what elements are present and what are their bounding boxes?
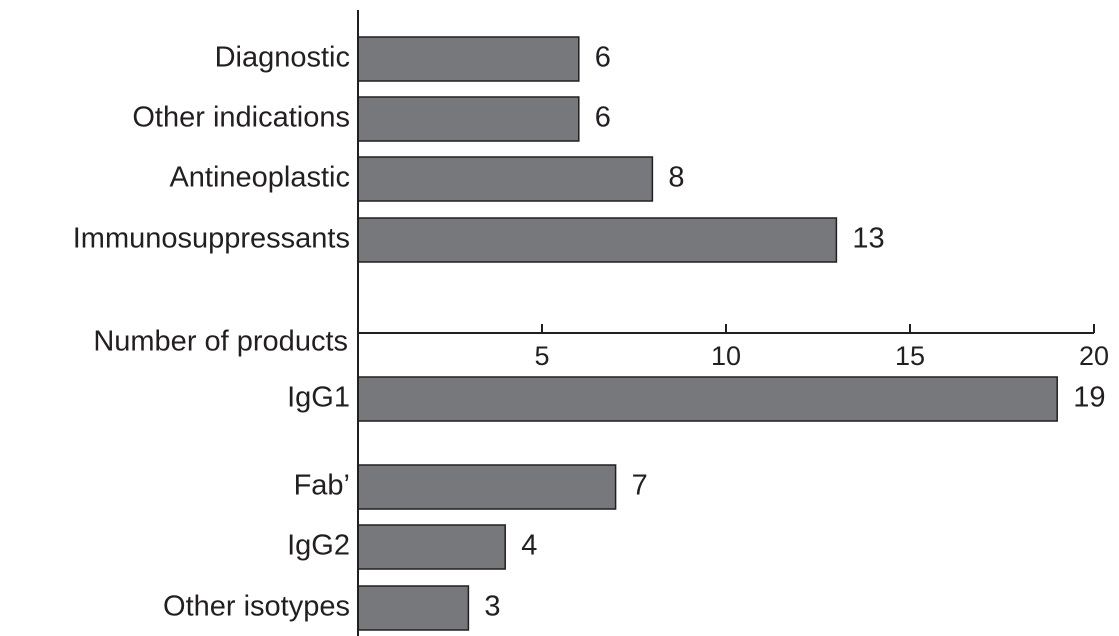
value-label: 19 xyxy=(1073,382,1105,414)
x-tick-label: 20 xyxy=(1079,341,1109,371)
value-label: 4 xyxy=(521,530,537,562)
x-axis-title: Number of products xyxy=(93,326,348,358)
bar xyxy=(357,96,580,142)
bar xyxy=(357,524,506,570)
x-axis-ticks: 5 10 15 20 xyxy=(534,324,1109,371)
value-label: 13 xyxy=(852,223,884,255)
bar xyxy=(357,217,838,263)
category-label: Other isotypes xyxy=(163,591,350,623)
bar xyxy=(357,464,617,510)
bar xyxy=(357,36,580,82)
value-label: 3 xyxy=(484,591,500,623)
bars: Diagnostic 6 Other indications 6 Antineoplas… xyxy=(73,36,1105,631)
category-label: Fab’ xyxy=(294,470,350,502)
value-label: 6 xyxy=(595,102,611,134)
value-label: 8 xyxy=(668,162,684,194)
category-label: Diagnostic xyxy=(215,42,350,74)
category-label: Antineoplastic xyxy=(169,162,350,194)
x-tick-label: 5 xyxy=(534,341,549,371)
bar xyxy=(357,585,470,631)
value-label: 7 xyxy=(632,470,648,502)
bar xyxy=(357,156,654,202)
category-label: Immunosuppressants xyxy=(73,223,350,255)
category-label: IgG1 xyxy=(287,382,350,414)
x-tick-label: 15 xyxy=(895,341,925,371)
bar xyxy=(357,376,1058,422)
category-label: Other indications xyxy=(132,102,350,134)
x-tick-label: 10 xyxy=(711,341,741,371)
category-label: IgG2 xyxy=(287,530,350,562)
value-label: 6 xyxy=(595,42,611,74)
